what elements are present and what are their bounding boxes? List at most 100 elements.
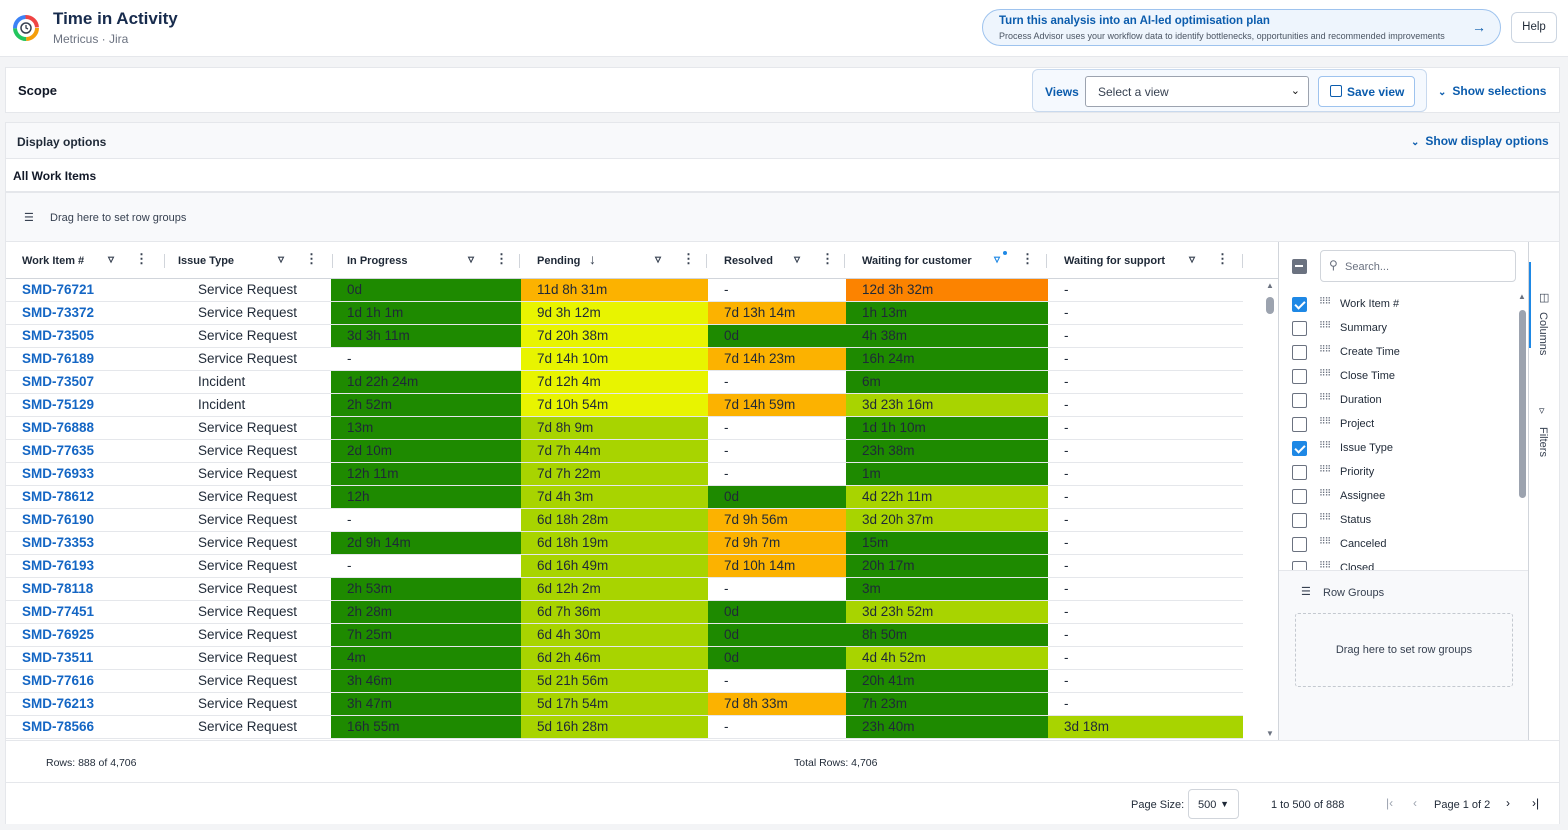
tab-filters[interactable]: ▿ Filters (1529, 392, 1559, 472)
filter-icon[interactable]: ▿ (794, 252, 801, 266)
filter-icon[interactable]: ▿ (108, 252, 115, 266)
column-list-scrollbar[interactable]: ▲ ▼ (1518, 292, 1528, 614)
table-row[interactable]: SMD-73372 Service Request 1d 1h 1m 9d 3h 12… (6, 302, 1243, 325)
scroll-up-icon[interactable]: ▲ (1518, 292, 1526, 301)
column-header-resolved[interactable]: Resolved ▿ ⋮ (724, 242, 844, 279)
filter-icon[interactable]: ▿ (655, 252, 662, 266)
column-visibility-checkbox[interactable] (1292, 369, 1307, 384)
column-header-in-progress[interactable]: In Progress ▿ ⋮ (347, 242, 517, 279)
column-visibility-checkbox[interactable] (1292, 441, 1307, 456)
column-header-pending[interactable]: Pending ↓ ▿ ⋮ (537, 242, 707, 279)
column-separator[interactable] (706, 254, 707, 268)
column-list-item[interactable]: ⠿⠿ Canceled (1292, 532, 1512, 556)
row-groups-drop-zone[interactable]: Drag here to set row groups (1295, 613, 1513, 687)
work-item-link[interactable]: SMD-76189 (22, 351, 95, 366)
column-menu-icon[interactable]: ⋮ (305, 251, 318, 266)
column-visibility-checkbox[interactable] (1292, 489, 1307, 504)
table-row[interactable]: SMD-76721 Service Request 0d 11d 8h 31m - 12d… (6, 279, 1243, 302)
view-select[interactable]: Select a view ⌄ (1085, 76, 1309, 107)
column-header-work-item[interactable]: Work Item # ▿ ⋮ (22, 242, 164, 279)
column-list-item[interactable]: ⠿⠿ Assignee (1292, 484, 1512, 508)
drag-handle-icon[interactable]: ⠿⠿ (1319, 536, 1331, 546)
work-item-link[interactable]: SMD-76190 (22, 512, 95, 527)
column-menu-icon[interactable]: ⋮ (1216, 251, 1229, 266)
column-visibility-checkbox[interactable] (1292, 297, 1307, 312)
work-item-link[interactable]: SMD-75129 (22, 397, 95, 412)
column-separator[interactable] (332, 254, 333, 268)
column-visibility-checkbox[interactable] (1292, 537, 1307, 552)
column-menu-icon[interactable]: ⋮ (1021, 251, 1034, 266)
column-separator[interactable] (1242, 254, 1243, 268)
sort-descending-icon[interactable]: ↓ (589, 251, 596, 267)
table-row[interactable]: SMD-77451 Service Request 2h 28m 6d 7h 36m 0… (6, 601, 1243, 624)
table-row[interactable]: SMD-73505 Service Request 3d 3h 11m 7d 20h … (6, 325, 1243, 348)
column-list-item[interactable]: ⠿⠿ Summary (1292, 316, 1512, 340)
column-list-item[interactable]: ⠿⠿ Create Time (1292, 340, 1512, 364)
work-item-link[interactable]: SMD-76213 (22, 696, 95, 711)
scroll-up-icon[interactable]: ▲ (1266, 281, 1274, 290)
table-row[interactable]: SMD-76193 Service Request - 6d 16h 49m 7d 10… (6, 555, 1243, 578)
drag-handle-icon[interactable]: ⠿⠿ (1319, 464, 1331, 474)
column-menu-icon[interactable]: ⋮ (495, 251, 508, 266)
page-size-select[interactable]: 500 ▼ (1188, 789, 1239, 819)
column-separator[interactable] (844, 254, 845, 268)
work-item-link[interactable]: SMD-76888 (22, 420, 95, 435)
work-item-link[interactable]: SMD-78612 (22, 489, 95, 504)
column-separator[interactable] (519, 254, 520, 268)
column-visibility-checkbox[interactable] (1292, 321, 1307, 336)
column-visibility-checkbox[interactable] (1292, 393, 1307, 408)
drag-handle-icon[interactable]: ⠿⠿ (1319, 392, 1331, 402)
drag-handle-icon[interactable]: ⠿⠿ (1319, 320, 1331, 330)
table-row[interactable]: SMD-76933 Service Request 12h 11m 7d 7h 22m… (6, 463, 1243, 486)
column-menu-icon[interactable]: ⋮ (135, 251, 148, 266)
work-item-link[interactable]: SMD-73372 (22, 305, 95, 320)
table-row[interactable]: SMD-73511 Service Request 4m 6d 2h 46m 0d 4d … (6, 647, 1243, 670)
table-row[interactable]: SMD-78612 Service Request 12h 7d 4h 3m 0d 4d … (6, 486, 1243, 509)
row-group-drop-zone[interactable]: ☰ Drag here to set row groups (6, 193, 1559, 242)
filter-icon[interactable]: ▿ (1189, 252, 1196, 266)
work-item-link[interactable]: SMD-73505 (22, 328, 95, 343)
tab-columns[interactable]: ◫ Columns (1529, 242, 1559, 372)
column-list-item[interactable]: ⠿⠿ Duration (1292, 388, 1512, 412)
work-item-link[interactable]: SMD-78566 (22, 719, 95, 734)
column-separator[interactable] (164, 254, 165, 268)
table-row[interactable]: SMD-78118 Service Request 2h 53m 6d 12h 2m -… (6, 578, 1243, 601)
show-selections-button[interactable]: ⌄ Show selections (1438, 84, 1546, 98)
column-visibility-checkbox[interactable] (1292, 513, 1307, 528)
column-header-waiting-for-support[interactable]: Waiting for support ▿ ⋮ (1064, 242, 1244, 279)
column-list-item[interactable]: ⠿⠿ Project (1292, 412, 1512, 436)
table-row[interactable]: SMD-76189 Service Request - 7d 14h 10m 7d 14… (6, 348, 1243, 371)
scroll-down-icon[interactable]: ▼ (1266, 729, 1274, 738)
work-item-link[interactable]: SMD-76925 (22, 627, 95, 642)
table-row[interactable]: SMD-75129 Incident 2h 52m 7d 10h 54m 7d 14h … (6, 394, 1243, 417)
table-row[interactable]: SMD-76190 Service Request - 6d 18h 28m 7d 9h… (6, 509, 1243, 532)
table-row[interactable]: SMD-73507 Incident 1d 22h 24m 7d 12h 4m - 6m - (6, 371, 1243, 394)
column-header-issue-type[interactable]: Issue Type ▿ ⋮ (178, 242, 328, 279)
filter-icon[interactable]: ▿ (278, 252, 285, 266)
filter-icon[interactable]: ▿ (468, 252, 475, 266)
work-item-link[interactable]: SMD-73507 (22, 374, 95, 389)
next-page-icon[interactable]: › (1506, 796, 1510, 810)
drag-handle-icon[interactable]: ⠿⠿ (1319, 560, 1331, 570)
table-row[interactable]: SMD-76888 Service Request 13m 7d 8h 9m - 1d 1… (6, 417, 1243, 440)
ai-promo-banner[interactable]: Turn this analysis into an AI-led optimi… (982, 9, 1501, 46)
column-list-item[interactable]: ⠿⠿ Issue Type (1292, 436, 1512, 460)
scroll-thumb[interactable] (1519, 310, 1526, 498)
drag-handle-icon[interactable]: ⠿⠿ (1319, 440, 1331, 450)
column-visibility-checkbox[interactable] (1292, 345, 1307, 360)
work-item-link[interactable]: SMD-73353 (22, 535, 95, 550)
column-search-input[interactable]: ⚲ Search... (1320, 250, 1516, 282)
column-list-item[interactable]: ⠿⠿ Status (1292, 508, 1512, 532)
column-header-waiting-for-customer[interactable]: Waiting for customer ▿ ⋮ (862, 242, 1042, 279)
scroll-thumb[interactable] (1266, 297, 1274, 314)
column-menu-icon[interactable]: ⋮ (821, 251, 834, 266)
column-list-item[interactable]: ⠿⠿ Priority (1292, 460, 1512, 484)
table-row[interactable]: SMD-76925 Service Request 7h 25m 6d 4h 30m 0… (6, 624, 1243, 647)
column-menu-icon[interactable]: ⋮ (682, 251, 695, 266)
table-row[interactable]: SMD-73353 Service Request 2d 9h 14m 6d 18h … (6, 532, 1243, 555)
table-row[interactable]: SMD-77635 Service Request 2d 10m 7d 7h 44m -… (6, 440, 1243, 463)
first-page-icon[interactable]: |‹ (1386, 796, 1394, 810)
table-row[interactable]: SMD-78566 Service Request 16h 55m 5d 16h 28… (6, 716, 1243, 739)
work-item-link[interactable]: SMD-76193 (22, 558, 95, 573)
drag-handle-icon[interactable]: ⠿⠿ (1319, 344, 1331, 354)
